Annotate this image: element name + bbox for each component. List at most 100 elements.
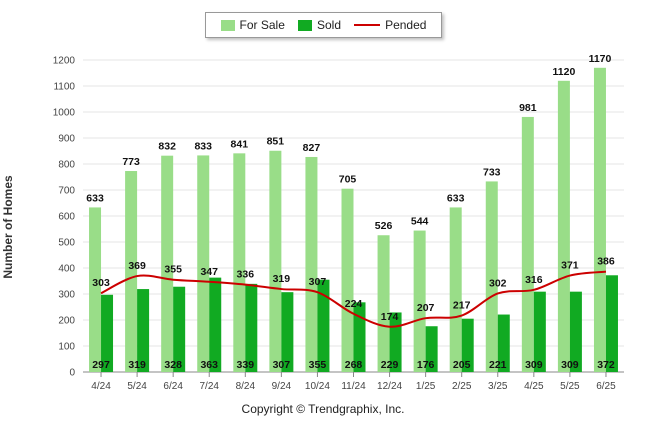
data-label-sold: 221 <box>489 359 507 371</box>
x-tick-label: 6/24 <box>163 381 183 392</box>
data-label-for-sale: 981 <box>519 102 537 114</box>
line-pended <box>100 270 607 328</box>
bar-sold <box>137 289 150 372</box>
y-tick-label: 400 <box>58 264 75 275</box>
bar-for-sale <box>485 181 498 372</box>
bar-for-sale <box>233 153 246 372</box>
bar-sold <box>497 314 510 372</box>
data-label-pended: 316 <box>525 274 543 286</box>
bar-sold <box>101 294 114 372</box>
data-label-for-sale: 827 <box>303 142 321 154</box>
bar-for-sale <box>341 188 354 372</box>
data-label-sold: 339 <box>237 359 255 371</box>
y-tick-label: 600 <box>58 212 75 223</box>
legend-item-for-sale: For Sale <box>220 18 285 32</box>
x-tick-label: 10/24 <box>305 381 330 392</box>
bar-sold <box>425 326 438 372</box>
data-label-sold: 307 <box>273 359 291 371</box>
x-tick-label: 4/24 <box>91 381 111 392</box>
bar-sold <box>173 286 186 372</box>
data-label-for-sale: 633 <box>86 192 104 204</box>
y-tick-label: 1200 <box>53 56 76 67</box>
data-label-for-sale: 544 <box>411 216 429 228</box>
data-label-for-sale: 526 <box>375 220 393 232</box>
bar-sold <box>281 292 294 372</box>
data-label-for-sale: 832 <box>158 141 176 153</box>
data-label-sold: 229 <box>381 359 399 371</box>
data-label-pended: 347 <box>200 266 218 278</box>
data-label-for-sale: 851 <box>267 136 285 148</box>
data-label-pended: 174 <box>381 311 399 323</box>
bar-for-sale <box>161 155 174 372</box>
legend-label-sold: Sold <box>316 18 341 32</box>
x-tick-label: 5/25 <box>560 381 580 392</box>
data-label-pended: 369 <box>128 260 146 272</box>
data-label-sold: 372 <box>597 359 615 371</box>
legend-swatch-for-sale <box>220 19 235 31</box>
bar-sold <box>209 277 222 372</box>
bar-sold <box>569 291 582 372</box>
bar-for-sale <box>125 171 138 372</box>
x-tick-label: 3/25 <box>488 381 508 392</box>
data-label-for-sale: 705 <box>339 174 357 186</box>
x-tick-label: 4/25 <box>524 381 544 392</box>
data-label-pended: 371 <box>561 260 579 272</box>
bar-for-sale <box>557 80 570 373</box>
legend: For Sale Sold Pended <box>205 12 442 38</box>
copyright: Copyright © Trendgraphix, Inc. <box>241 402 405 416</box>
bar-sold <box>245 283 258 372</box>
bar-for-sale <box>269 150 282 372</box>
legend-swatch-sold <box>297 19 312 31</box>
data-label-for-sale: 1120 <box>553 66 576 78</box>
data-label-sold: 268 <box>345 359 363 371</box>
data-label-pended: 217 <box>453 300 471 312</box>
x-tick-label: 6/25 <box>596 381 616 392</box>
data-label-sold: 363 <box>200 359 218 371</box>
x-tick-label: 2/25 <box>452 381 472 392</box>
bar-for-sale <box>89 207 102 372</box>
data-label-for-sale: 841 <box>231 138 249 150</box>
data-label-pended: 386 <box>597 256 615 268</box>
bar-sold <box>605 275 618 372</box>
y-tick-label: 100 <box>58 342 75 353</box>
data-label-pended: 319 <box>273 273 291 285</box>
legend-label-for-sale: For Sale <box>239 18 285 32</box>
bar-for-sale <box>377 235 390 372</box>
data-label-sold: 319 <box>128 359 146 371</box>
data-label-sold: 328 <box>164 359 182 371</box>
bar-for-sale <box>197 155 210 372</box>
data-label-for-sale: 733 <box>483 166 501 178</box>
bar-sold <box>317 279 330 372</box>
x-tick-label: 1/25 <box>416 381 436 392</box>
x-tick-label: 8/24 <box>236 381 256 392</box>
data-label-sold: 205 <box>453 359 471 371</box>
data-label-pended: 302 <box>489 277 507 289</box>
bar-for-sale <box>305 156 318 372</box>
data-label-sold: 309 <box>561 359 579 371</box>
data-label-sold: 355 <box>309 359 327 371</box>
data-label-sold: 309 <box>525 359 543 371</box>
data-label-for-sale: 773 <box>122 156 140 168</box>
data-label-pended: 207 <box>417 302 435 314</box>
y-tick-label: 800 <box>58 160 75 171</box>
data-label-pended: 303 <box>92 277 110 289</box>
data-label-for-sale: 1170 <box>589 53 612 65</box>
data-label-for-sale: 633 <box>447 192 465 204</box>
bar-sold <box>461 318 474 372</box>
data-label-sold: 176 <box>417 359 435 371</box>
legend-swatch-pended <box>354 24 381 26</box>
y-tick-label: 1100 <box>53 82 75 93</box>
y-tick-label: 200 <box>58 316 75 327</box>
data-label-pended: 307 <box>309 276 327 288</box>
x-tick-label: 12/24 <box>377 381 402 392</box>
legend-item-pended: Pended <box>354 18 426 32</box>
data-label-pended: 224 <box>345 298 363 310</box>
data-label-for-sale: 833 <box>194 140 212 152</box>
x-tick-label: 7/24 <box>199 381 219 392</box>
bar-for-sale <box>593 67 606 373</box>
y-tick-label: 1000 <box>53 108 76 119</box>
bar-for-sale <box>521 116 534 372</box>
legend-item-sold: Sold <box>297 18 341 32</box>
